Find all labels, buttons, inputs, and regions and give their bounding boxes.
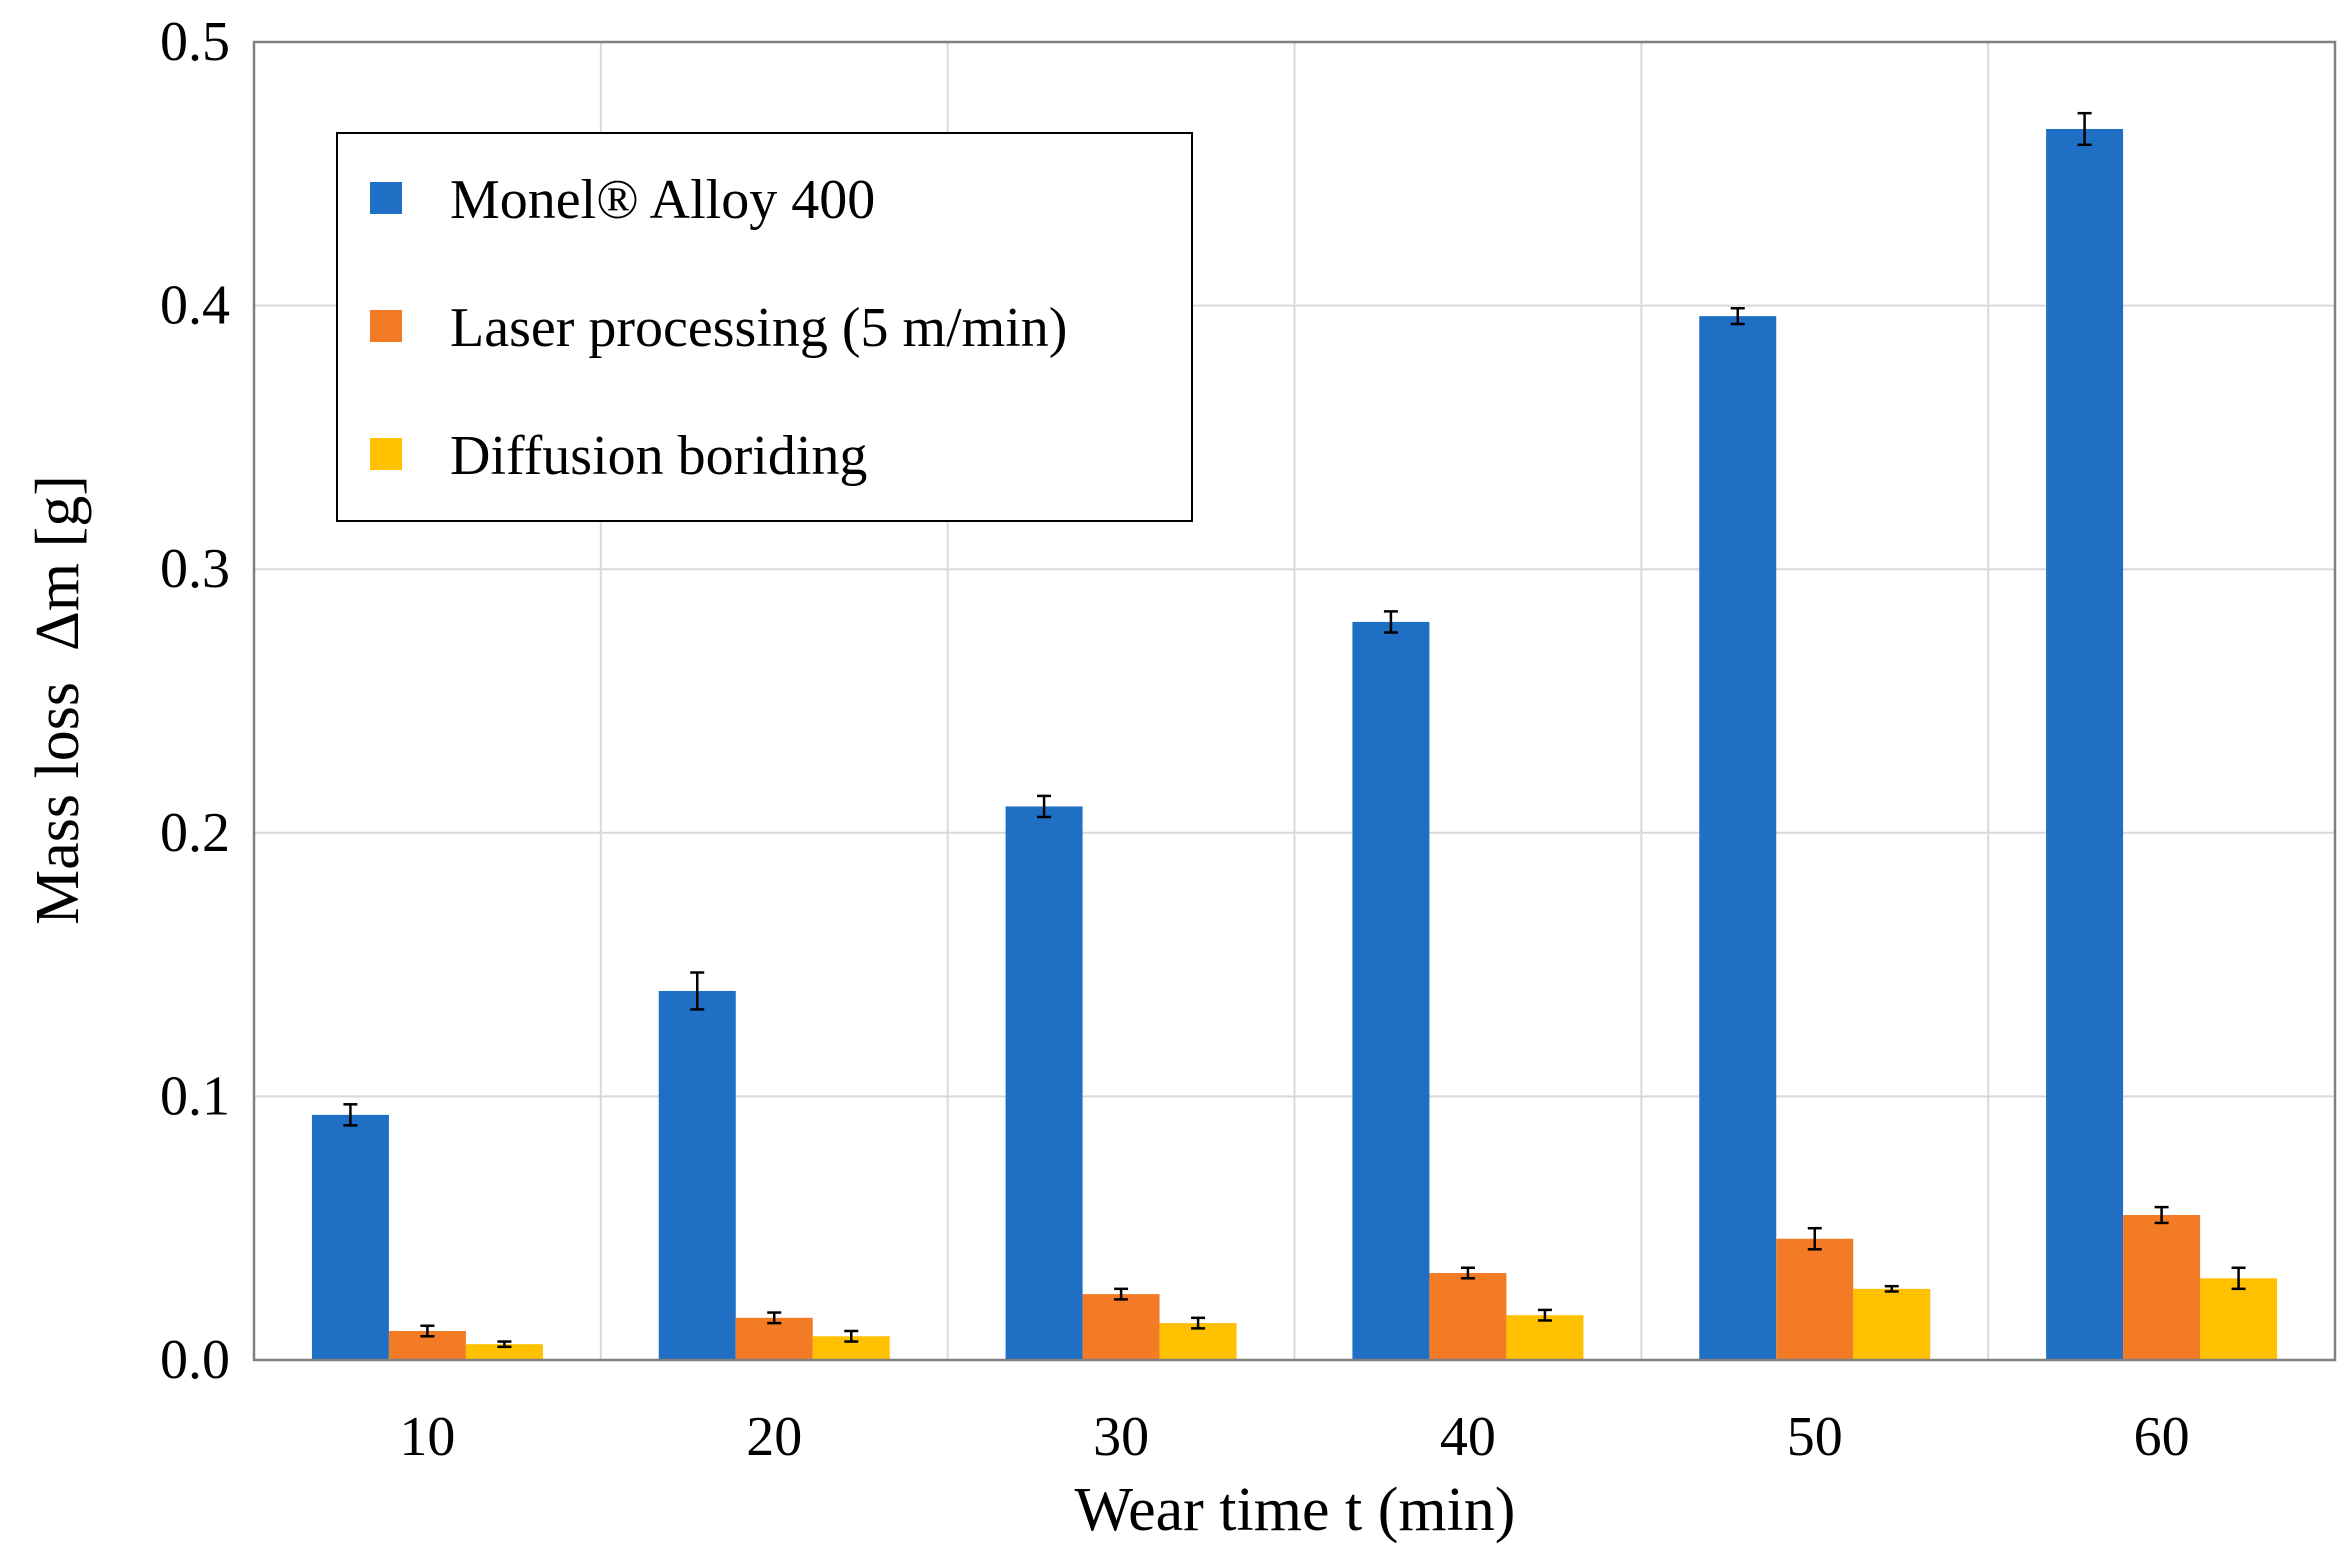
x-tick-label: 40 [1440, 1406, 1496, 1468]
x-tick-label: 60 [2134, 1406, 2190, 1468]
axes [252, 40, 2337, 1362]
bar [735, 1317, 813, 1360]
bar [812, 1336, 890, 1360]
bar [1005, 806, 1083, 1360]
bar [311, 1114, 389, 1360]
legend-swatch-monel [370, 182, 402, 214]
bar [658, 990, 736, 1360]
x-tick-label: 20 [746, 1406, 802, 1468]
y-tick-label: 0.2 [160, 802, 230, 864]
x-tick-label: 50 [1787, 1406, 1843, 1468]
bar [1429, 1273, 1507, 1360]
bar [1352, 621, 1430, 1360]
x-axis-title: Wear time t (min) [1075, 1476, 1516, 1544]
legend-box [336, 132, 1193, 522]
bar [1506, 1315, 1584, 1360]
bar [2200, 1278, 2278, 1360]
y-tick-label: 0.4 [160, 275, 230, 337]
bars [311, 111, 2278, 1360]
plot-frame [252, 40, 2337, 1362]
bar [1853, 1288, 1931, 1360]
x-tick-label: 30 [1093, 1406, 1149, 1468]
legend-swatch-laser [370, 310, 402, 342]
y-tick-label: 0.5 [160, 11, 230, 73]
x-tick-label: 10 [399, 1406, 455, 1468]
bar [1699, 316, 1777, 1360]
legend-label-laser: Laser processing (5 m/min) [450, 297, 1067, 359]
legend-label-boriding: Diffusion boriding [450, 425, 867, 487]
y-tick-label: 0.0 [160, 1329, 230, 1391]
bar [1776, 1238, 1854, 1360]
legend: Monel® Alloy 400 Laser processing (5 m/m… [336, 132, 1193, 522]
y-tick-label: 0.1 [160, 1065, 230, 1127]
bar [1082, 1294, 1160, 1360]
bar [2046, 128, 2124, 1360]
bar [465, 1344, 543, 1360]
y-axis-title: Mass loss Δm [g] [24, 475, 92, 925]
y-tick-label: 0.3 [160, 538, 230, 600]
legend-label-monel: Monel® Alloy 400 [450, 169, 875, 231]
bar [2123, 1215, 2201, 1360]
tick-labels: 0.0 0.1 0.2 0.3 0.4 0.5 10 20 30 40 50 60 [160, 11, 2190, 1468]
legend-swatch-boriding [370, 438, 402, 470]
